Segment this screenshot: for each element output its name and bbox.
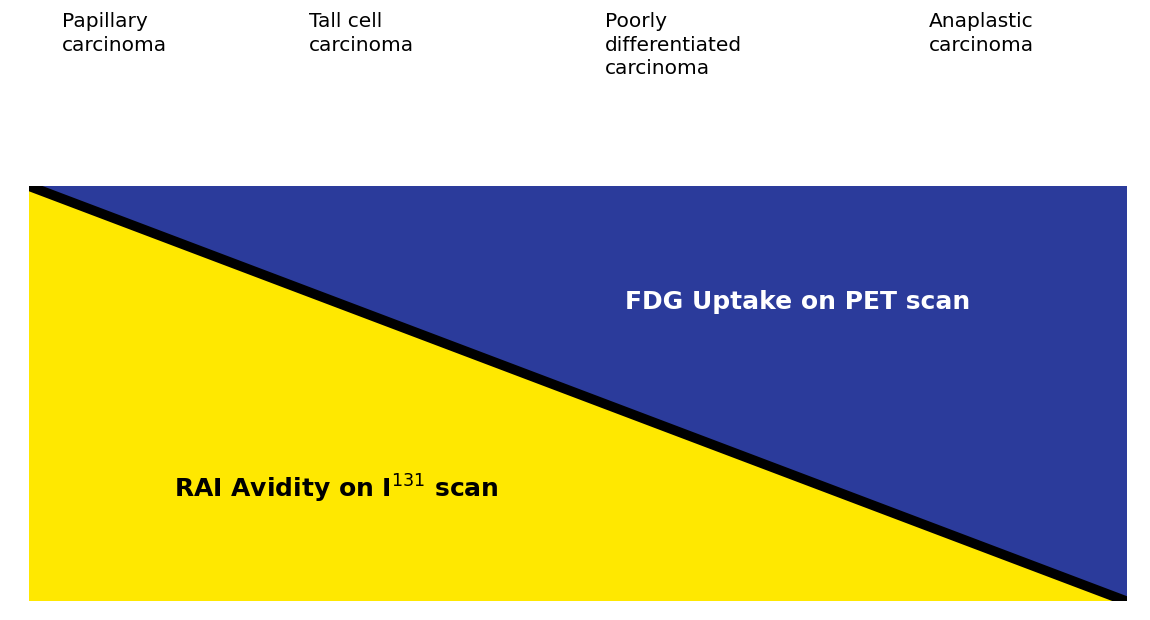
Text: Tall cell
carcinoma: Tall cell carcinoma [309,12,414,55]
Text: RAI Avidity on I$^{131}$ scan: RAI Avidity on I$^{131}$ scan [174,473,499,505]
Polygon shape [29,186,1127,601]
Text: Poorly
differentiated
carcinoma: Poorly differentiated carcinoma [605,12,743,78]
Text: Papillary
carcinoma: Papillary carcinoma [62,12,167,55]
Text: Anaplastic
carcinoma: Anaplastic carcinoma [929,12,1035,55]
Polygon shape [29,186,1127,601]
Text: FDG Uptake on PET scan: FDG Uptake on PET scan [624,290,971,314]
